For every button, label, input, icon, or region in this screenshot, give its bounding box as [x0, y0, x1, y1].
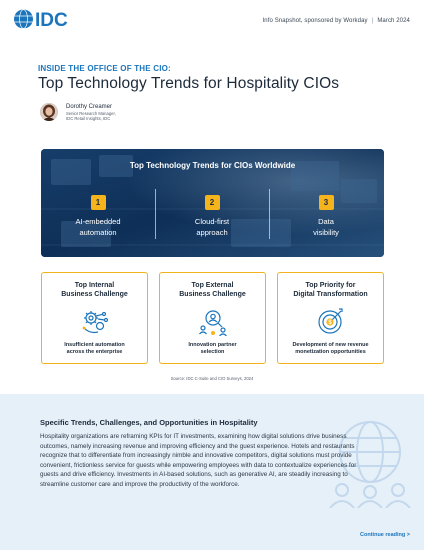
trend-divider [269, 189, 270, 239]
trend-item: 1 AI-embedded automation [41, 192, 155, 238]
svg-text:$: $ [328, 320, 332, 326]
trend-divider [155, 189, 156, 239]
card-title: Top Internal Business Challenge [61, 282, 128, 298]
section-body: Hospitality organizations are reframing … [40, 433, 357, 488]
card-text: Innovation partner selection [188, 342, 237, 355]
author-role: Senior Research Manager, IDC Retail Insi… [66, 111, 116, 122]
trend-label: Data visibility [313, 217, 339, 237]
kicker: INSIDE THE OFFICE OF THE CIO: [38, 64, 171, 73]
target-dollar-icon: $ [318, 308, 343, 334]
card-title: Top Priority for Digital Transformation [293, 282, 368, 298]
team-search-icon [199, 310, 227, 336]
continue-reading-link[interactable]: Continue reading > [360, 532, 410, 538]
trend-number-badge: 1 [90, 195, 106, 210]
meta-separator: | [371, 18, 374, 24]
trend-item: 2 Cloud-first approach [155, 192, 269, 238]
trends-section: Specific Trends, Challenges, and Opportu… [0, 394, 424, 550]
author-avatar [40, 103, 58, 121]
globe-people-icon [329, 421, 411, 508]
gears-network-icon [82, 311, 109, 334]
header: IDC Info Snapshot, sponsored by Workday |… [0, 0, 424, 38]
header-meta: Info Snapshot, sponsored by Workday | Marc… [263, 18, 410, 24]
source-note: Source: IDC C-Suite and CIO Surveys, 202… [170, 376, 254, 381]
card-title: Top External Business Challenge [179, 282, 246, 298]
challenge-card-external: Top External Business Challenge Innovati… [159, 272, 266, 364]
trend-item: 3 Data visibility [269, 192, 383, 238]
card-text: Development of new revenue monetization … [292, 342, 369, 355]
section-heading: Specific Trends, Challenges, and Opportu… [40, 418, 258, 427]
trend-number-badge: 3 [318, 195, 334, 210]
trend-number-badge: 2 [204, 195, 220, 210]
trends-banner: Top Technology Trends for CIOs Worldwide… [41, 149, 384, 257]
trend-label: Cloud-first approach [194, 217, 230, 237]
card-text: Insufficient automation across the enter… [64, 342, 125, 355]
trend-label: AI-embedded automation [75, 217, 121, 237]
idc-logo[interactable]: IDC [14, 9, 72, 29]
priority-card-digital-transformation: Top Priority for Digital Transformation … [277, 272, 384, 364]
challenge-card-internal: Top Internal Business Challenge Insuffic… [41, 272, 148, 364]
sponsor-text: Info Snapshot, sponsored by Workday [262, 18, 368, 24]
page-title: Top Technology Trends for Hospitality CI… [38, 75, 340, 92]
svg-text:IDC: IDC [35, 10, 68, 29]
author-name: Dorothy Creamer [66, 104, 113, 110]
banner-title: Top Technology Trends for CIOs Worldwide [129, 161, 296, 170]
date-text: March 2024 [377, 18, 410, 24]
